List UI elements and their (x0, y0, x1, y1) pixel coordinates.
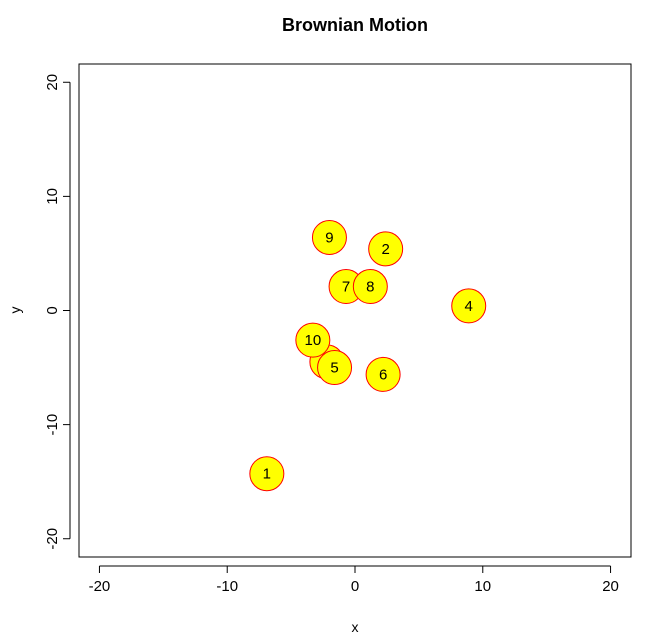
y-tick-label: 0 (44, 306, 61, 314)
particle-circle (352, 269, 388, 305)
particle-1: 1 (249, 456, 285, 492)
data-points: 12345678910 (249, 219, 487, 492)
x-tick-label: 20 (602, 578, 619, 595)
x-tick-label: 0 (351, 578, 359, 595)
y-axis: -20 -10 0 10 20 (44, 74, 71, 550)
x-axis: -20 -10 0 10 20 (89, 565, 619, 595)
particle-5: 5 (317, 350, 353, 386)
y-tick-label: -10 (44, 414, 61, 436)
x-tick-label: 10 (474, 578, 491, 595)
particle-9: 9 (311, 219, 347, 255)
y-axis-label: y (7, 307, 23, 314)
particle-label: 7 (342, 279, 350, 296)
particle-label: 1 (263, 466, 271, 483)
particle-circle (295, 322, 331, 358)
particle-10: 10 (295, 322, 331, 358)
particle-circle (451, 288, 487, 324)
y-tick-label: 20 (44, 74, 61, 91)
x-axis-label: x (352, 619, 359, 635)
particle-label: 4 (465, 298, 473, 315)
particle-circle (249, 456, 285, 492)
particle-label: 10 (304, 332, 321, 349)
particle-2: 2 (368, 231, 404, 267)
particle-circle (311, 219, 347, 255)
particle-label: 8 (366, 279, 374, 296)
particle-8: 8 (352, 269, 388, 305)
x-tick-label: -20 (89, 578, 111, 595)
x-tick-label: -10 (216, 578, 238, 595)
particle-6: 6 (365, 356, 401, 392)
particle-label: 9 (325, 229, 333, 246)
particle-label: 6 (379, 366, 387, 383)
particle-label: 5 (330, 360, 338, 377)
y-tick-label: 10 (44, 188, 61, 205)
particle-label: 2 (381, 241, 389, 258)
particle-4: 4 (451, 288, 487, 324)
particle-circle (368, 231, 404, 267)
particle-circle (365, 356, 401, 392)
chart-title: Brownian Motion (282, 15, 428, 35)
plot-area-frame (78, 63, 632, 558)
y-tick-label: -20 (44, 528, 61, 550)
particle-circle (317, 350, 353, 386)
